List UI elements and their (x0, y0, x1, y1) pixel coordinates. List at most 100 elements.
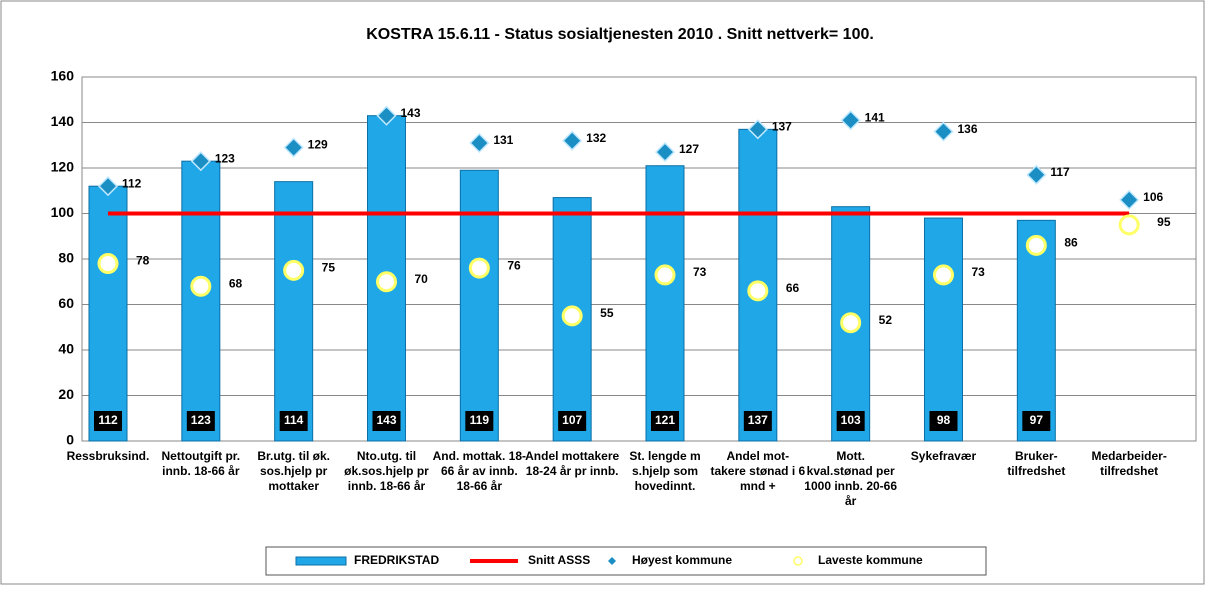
x-tick-label: Sykefravær (911, 449, 977, 463)
x-tick-label: Bruker- (1015, 449, 1058, 463)
data-label: 127 (679, 142, 699, 156)
data-label: 141 (865, 110, 885, 124)
marker-high (747, 119, 768, 140)
x-tick-label: Mott. (836, 449, 865, 463)
marker-high (190, 151, 211, 172)
x-tick-label: 18-66 år (457, 479, 503, 493)
legend-label: Snitt ASSS (528, 553, 590, 567)
value-label: 107 (562, 413, 582, 427)
value-label: 97 (1030, 413, 1044, 427)
legend-swatch (793, 556, 803, 566)
data-label: 68 (229, 276, 243, 290)
value-label: 112 (98, 413, 118, 427)
y-tick-label: 120 (51, 159, 75, 175)
marker-high (933, 121, 954, 142)
data-label: 78 (136, 254, 150, 268)
x-tick-label: 66 år av innb. (441, 464, 518, 478)
data-label: 129 (308, 138, 328, 152)
bar (274, 181, 314, 442)
x-tick-label: innb. 18-66 år (348, 479, 426, 493)
x-tick-label: øk.sos.hjelp pr (344, 464, 429, 478)
data-label: 76 (507, 258, 521, 272)
data-label: 132 (586, 131, 606, 145)
value-label: 114 (284, 413, 304, 427)
data-label: 55 (600, 306, 614, 320)
marker-low (654, 264, 676, 286)
value-label-box (279, 411, 308, 431)
x-tick-label: hovedinnt. (635, 479, 696, 493)
data-label: 52 (879, 313, 893, 327)
x-tick-label: tilfredshet (1100, 464, 1158, 478)
legend-swatch (608, 557, 616, 565)
x-tick-label: år (845, 494, 857, 508)
value-label: 137 (748, 413, 768, 427)
y-tick-label: 100 (51, 204, 75, 220)
y-tick-label: 140 (51, 113, 75, 129)
marker-low (375, 271, 397, 293)
value-label-box (650, 411, 679, 431)
value-label: 119 (470, 413, 490, 427)
data-label: 75 (322, 261, 336, 275)
data-label: 73 (693, 265, 707, 279)
marker-low (283, 259, 305, 281)
marker-low (840, 312, 862, 334)
data-label: 112 (122, 176, 142, 190)
value-label: 103 (841, 413, 861, 427)
marker-high (654, 142, 676, 163)
data-label: 117 (1050, 165, 1070, 179)
data-label: 95 (1157, 215, 1171, 229)
value-label-box (1022, 411, 1051, 431)
bar (923, 217, 963, 442)
x-tick-label: 18-24 år pr innb. (526, 464, 619, 478)
legend-label: Høyest kommune (632, 553, 732, 567)
legend-swatch (295, 556, 347, 566)
value-label-box (743, 411, 772, 431)
x-tick-label: Nettoutgift pr. (161, 449, 240, 463)
x-tick-label: 1000 innb. 20-66 (804, 479, 897, 493)
data-label: 137 (772, 119, 792, 133)
x-tick-label: Br.utg. til øk. (257, 449, 330, 463)
x-tick-label: s.hjelp som (632, 464, 698, 478)
marker-high (469, 132, 490, 154)
x-tick-label: Medarbeider- (1091, 449, 1166, 463)
x-tick-label: sos.hjelp pr (260, 464, 328, 478)
marker-high (283, 137, 304, 158)
data-label: 131 (493, 133, 513, 147)
value-label-box (93, 411, 122, 431)
x-tick-label: takere stønad i 6 (710, 464, 805, 478)
marker-high (376, 105, 397, 126)
data-label: 136 (957, 122, 977, 136)
bar (88, 185, 128, 442)
value-label: 121 (655, 413, 675, 427)
value-label-box (186, 411, 215, 431)
value-label: 143 (376, 413, 396, 427)
x-tick-label: innb. 18-66 år (162, 464, 240, 478)
data-label: 70 (414, 272, 428, 286)
bar (181, 160, 221, 442)
x-tick-label: Ressbruksind. (67, 449, 150, 463)
y-tick-label: 80 (58, 250, 74, 266)
marker-high (97, 176, 119, 197)
x-tick-label: St. lengde m (629, 449, 700, 463)
value-label-box (465, 411, 494, 431)
marker-low (97, 253, 119, 275)
bar (645, 165, 685, 442)
data-label: 106 (1143, 190, 1163, 204)
marker-low (1118, 214, 1140, 236)
x-tick-label: mottaker (268, 479, 319, 493)
y-tick-label: 40 (58, 341, 74, 357)
marker-low (1025, 234, 1047, 256)
value-label: 123 (191, 413, 211, 427)
marker-low (190, 275, 212, 297)
value-label: 98 (937, 413, 951, 427)
data-label: 123 (215, 151, 235, 165)
bar (1016, 219, 1056, 442)
bar (459, 169, 499, 442)
value-label-box (558, 411, 587, 431)
legend (265, 546, 987, 576)
y-tick-label: 160 (51, 68, 75, 84)
data-label: 73 (971, 265, 985, 279)
y-tick-label: 60 (58, 295, 74, 311)
marker-low (468, 257, 490, 279)
marker-low (747, 280, 769, 302)
